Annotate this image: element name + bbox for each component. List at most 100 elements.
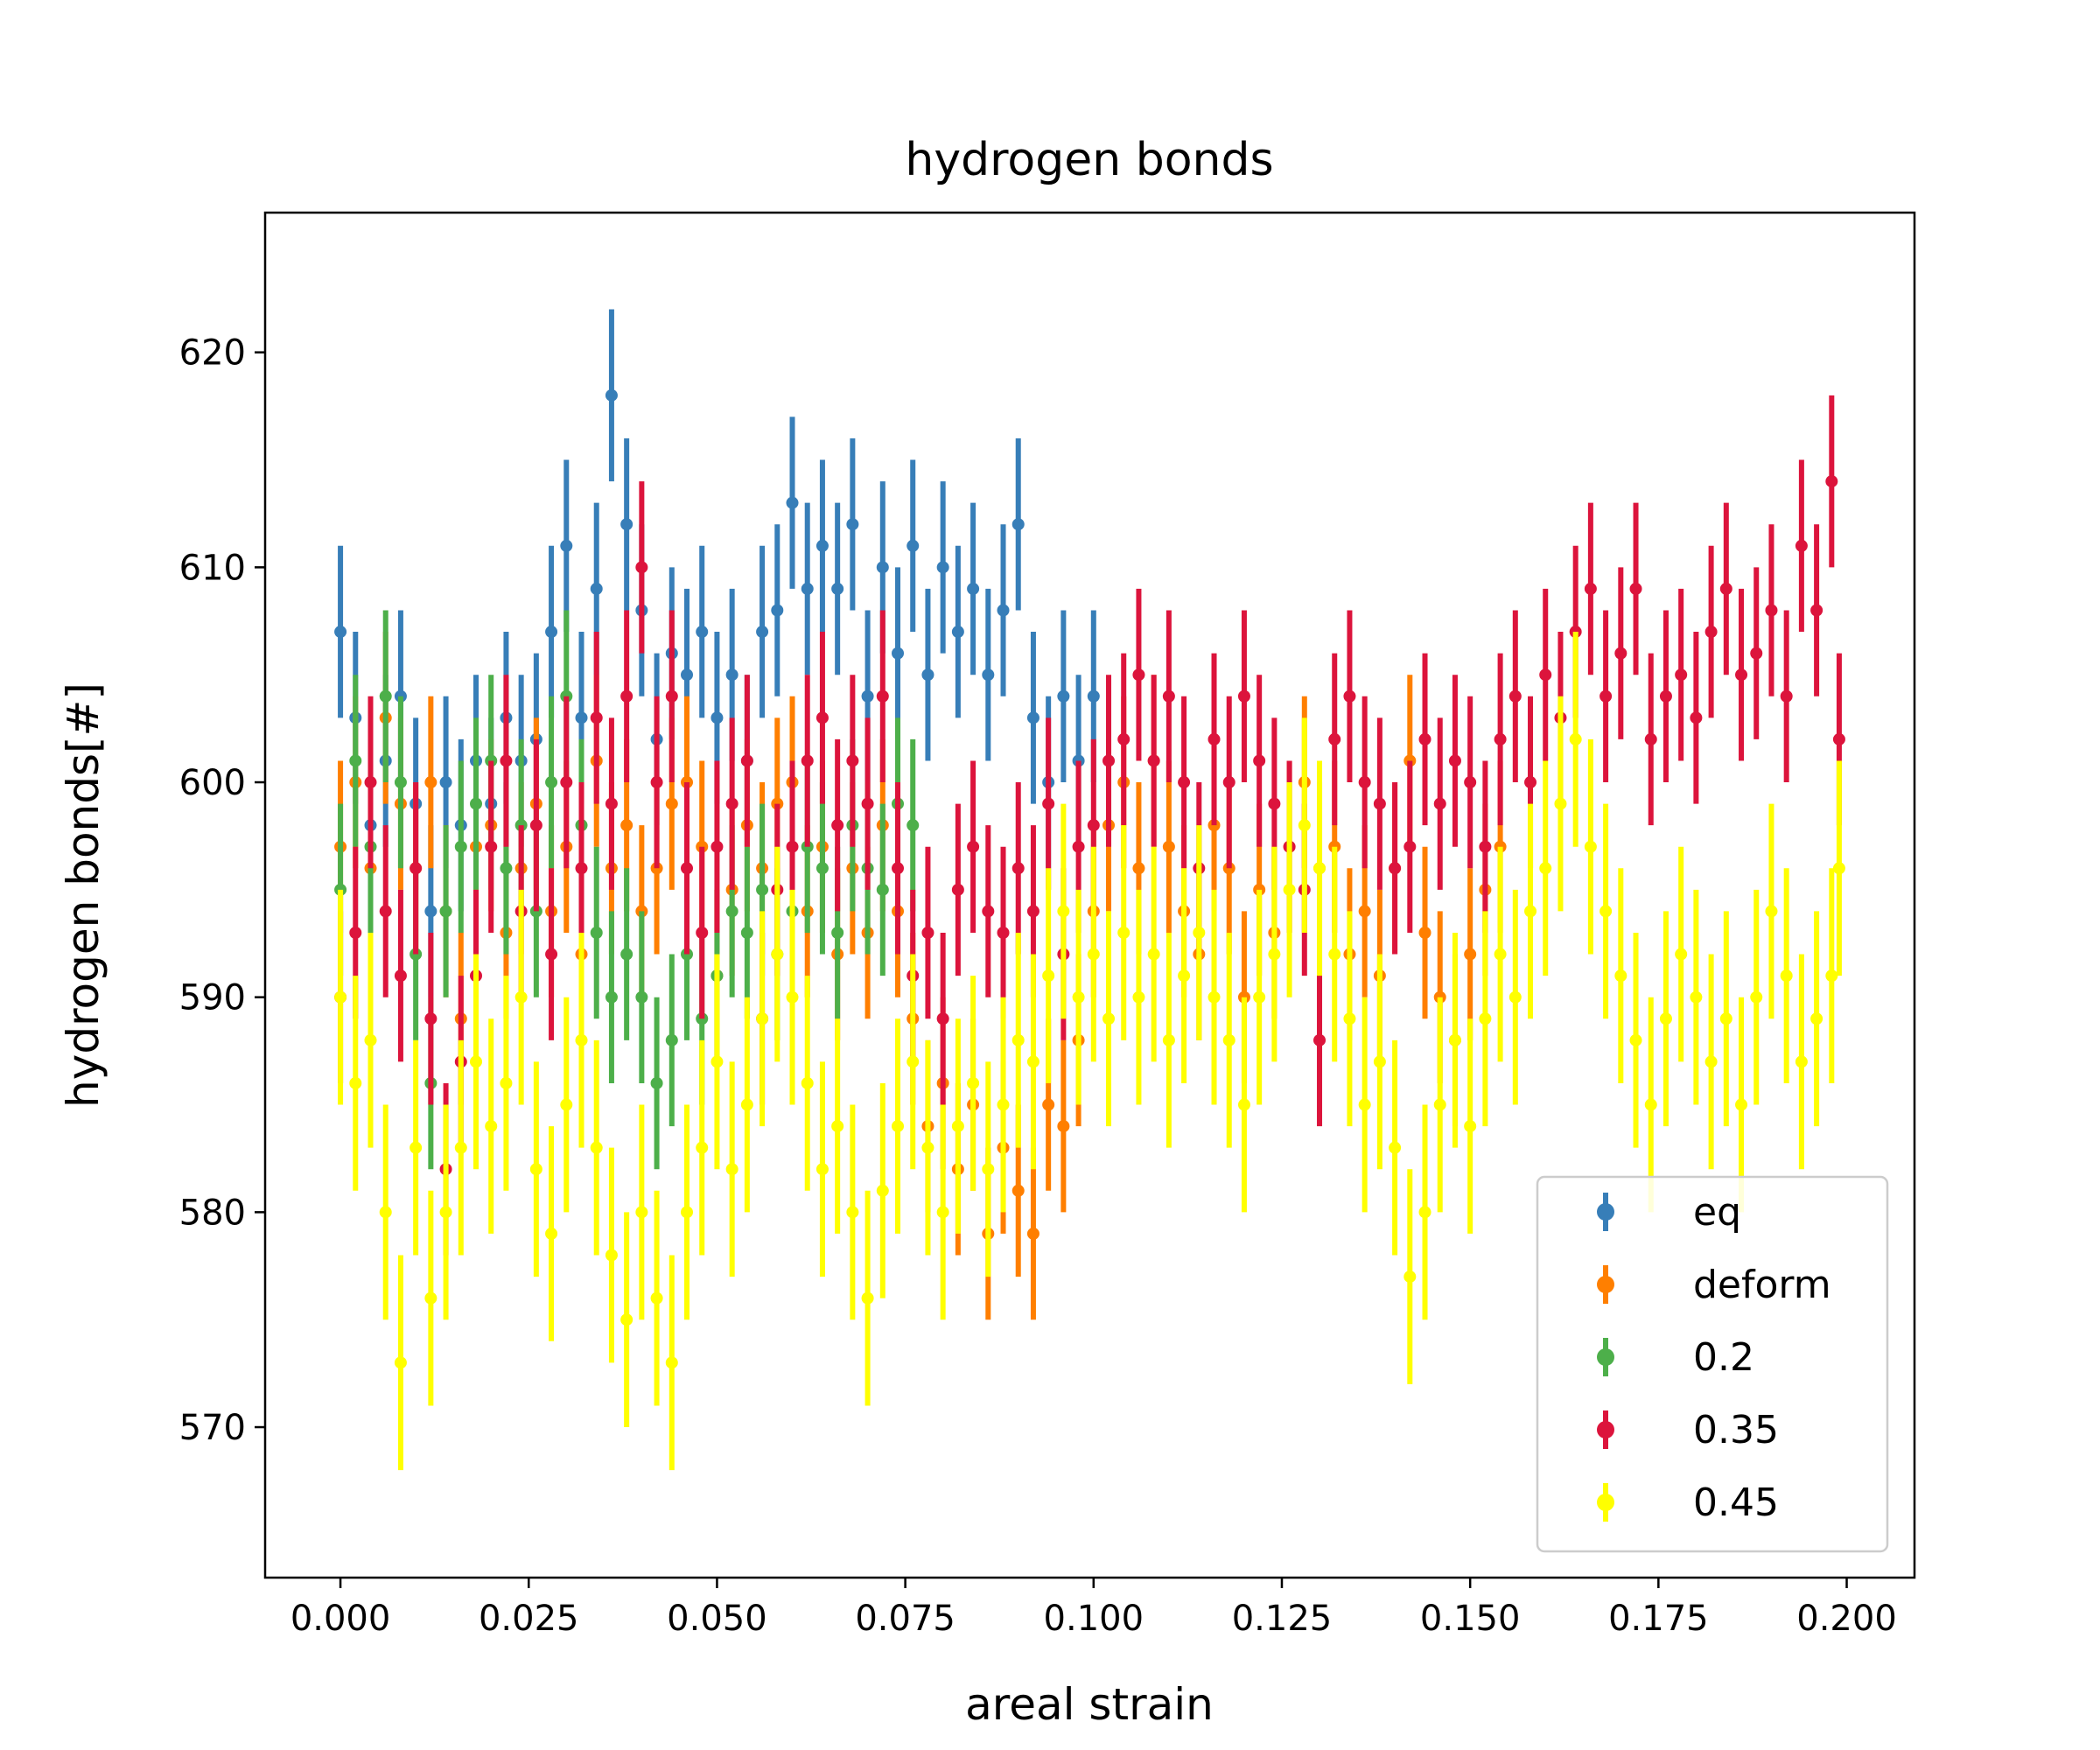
data-point [1479,840,1492,853]
legend-marker [1597,1276,1614,1293]
data-point [424,905,438,918]
data-point [1042,797,1055,810]
data-point [1539,862,1552,875]
data-point [1719,1012,1732,1026]
data-point [876,690,889,703]
data-point [921,926,934,939]
data-point [696,626,709,639]
data-point [620,819,634,832]
data-point [1479,1012,1492,1026]
data-point [605,990,618,1004]
data-point [967,840,980,853]
data-point [1132,668,1145,682]
legend-marker [1597,1203,1614,1221]
data-point [982,905,995,918]
data-point [1147,754,1160,767]
data-point [1012,862,1025,875]
y-tick-label: 620 [179,333,246,374]
data-point [1298,819,1311,832]
data-point [545,1227,558,1240]
data-point [635,1206,648,1219]
data-point [710,1055,724,1068]
data-point [1328,948,1341,961]
data-point [1012,1033,1025,1046]
data-point [1659,690,1672,703]
data-point [590,582,603,595]
data-point [394,970,407,983]
data-point [1268,948,1281,961]
data-point [1237,690,1250,703]
data-point [1283,883,1296,896]
data-point [1690,711,1703,724]
data-point [1237,1098,1250,1111]
legend-entry: 0.2 [1597,1335,1754,1380]
data-point [951,1120,964,1133]
data-point [892,862,905,875]
data-point [936,1206,949,1219]
x-axis: 0.000 0.025 0.050 0.075 0.100 0.125 0.150 0.175… [290,1578,1897,1639]
data-point [500,1076,513,1089]
data-point [1162,690,1175,703]
data-point [545,948,558,961]
data-point [349,1076,362,1089]
data-point [650,1076,663,1089]
data-point [982,668,995,682]
data-point [921,668,934,682]
data-point [1313,1033,1326,1046]
data-point [1464,1120,1477,1133]
data-point [529,1163,542,1176]
data-point [1389,862,1402,875]
data-point [681,1206,694,1219]
data-point [1117,926,1130,939]
data-point [1614,970,1628,983]
legend-marker [1597,1348,1614,1366]
data-point [1343,1012,1356,1026]
x-tick-label: 0.100 [1044,1599,1144,1639]
data-point [1690,990,1703,1004]
data-point [831,582,844,595]
data-point [816,1163,829,1176]
data-point [394,776,407,789]
y-tick-label: 590 [179,978,246,1018]
y-tick-label: 580 [179,1193,246,1233]
data-point [740,754,753,767]
data-point [1087,690,1100,703]
data-point [500,754,513,767]
data-point [1193,926,1206,939]
data-point [1508,990,1522,1004]
data-point [861,1292,874,1305]
data-point [786,496,799,509]
data-point [997,604,1010,617]
data-point [906,539,920,552]
data-point [1629,582,1642,595]
data-point [1208,990,1221,1004]
data-point [1659,1012,1672,1026]
data-point [334,626,347,639]
data-point [1132,990,1145,1004]
data-point [771,604,784,617]
data-point [1358,776,1371,789]
data-point [1629,1033,1642,1046]
data-point [665,690,678,703]
data-point [846,754,859,767]
data-point [439,1206,452,1219]
data-point [997,1098,1010,1111]
data-point [545,626,558,639]
data-point [816,539,829,552]
data-point [892,1120,905,1133]
data-point [1268,797,1281,810]
data-point [1494,948,1507,961]
data-point [1832,732,1845,746]
data-point [650,1292,663,1305]
data-point [424,1292,438,1305]
data-point [1810,1012,1824,1026]
data-point [410,1141,423,1154]
data-point [560,1098,573,1111]
data-point [1042,1098,1055,1111]
data-point [786,840,799,853]
legend-label: 0.45 [1693,1480,1779,1525]
data-point [1600,690,1613,703]
data-point [424,776,438,789]
legend-entry: 0.35 [1597,1408,1779,1452]
data-point [424,1012,438,1026]
